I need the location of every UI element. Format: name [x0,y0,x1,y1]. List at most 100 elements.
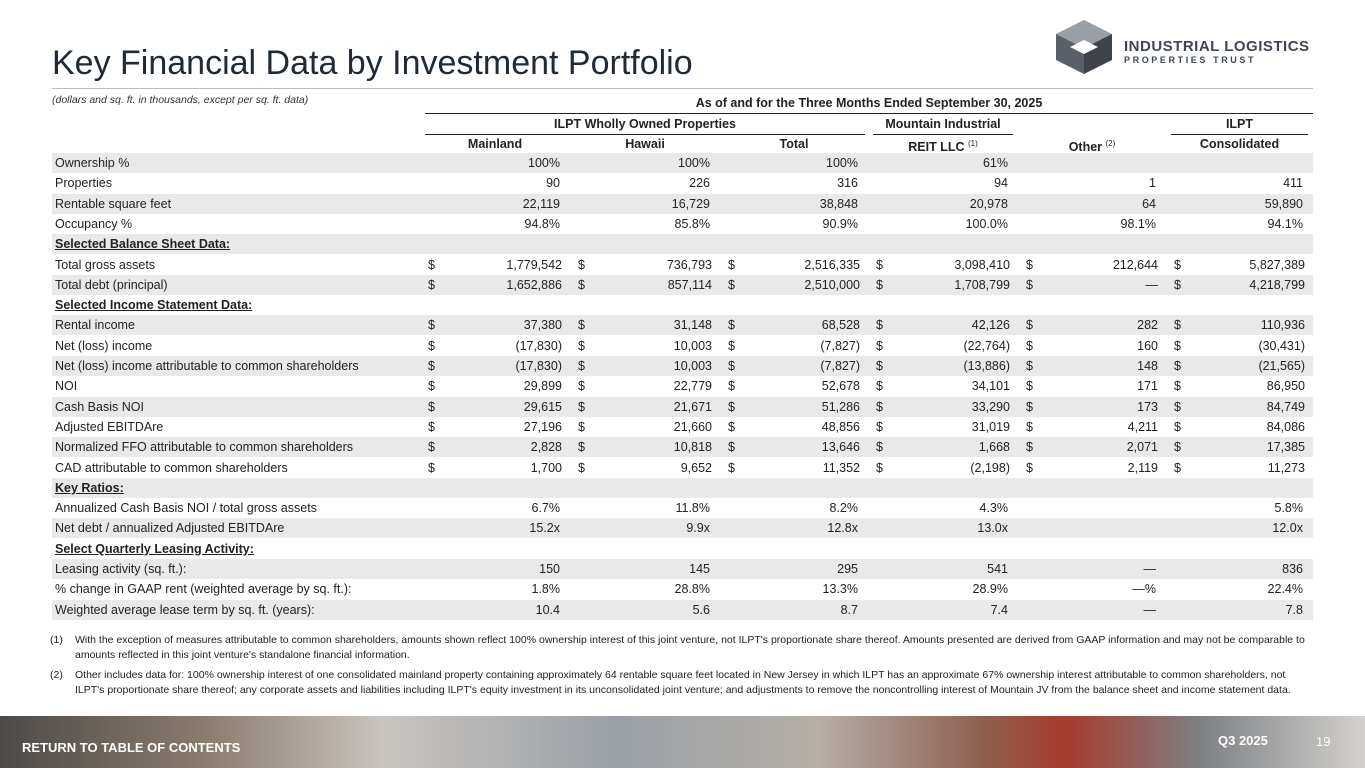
cell-value: 9.9x [686,521,710,536]
period: Q3 2025 [1218,733,1268,748]
currency-sign: $ [1026,440,1033,455]
currency-sign: $ [428,399,435,414]
currency-sign: $ [728,460,735,475]
cell-value: 160 [1137,338,1158,353]
cell-value: —% [1132,582,1156,597]
row-label: % change in GAAP rent (weighted average … [55,582,352,597]
cell-value: 7.8 [1285,602,1303,617]
cell-value: 68,528 [821,318,860,333]
currency-sign: $ [1026,460,1033,475]
column-label: Consolidated [1199,137,1280,151]
currency-sign: $ [876,460,883,475]
cell-value: 31,148 [673,318,712,333]
currency-sign: $ [428,257,435,272]
cell-value: 64 [1142,196,1156,211]
cell-value: 100% [826,156,858,170]
currency-sign: $ [1174,257,1181,272]
row-label: Leasing activity (sq. ft.): [55,562,187,576]
cell-value: 33,290 [971,399,1010,414]
footnote-marker: (1) [50,634,63,646]
cell-value: (13,886) [963,359,1010,373]
row-band [52,193,1313,214]
cell-value: 295 [837,562,858,576]
cell-value: 84,749 [1266,399,1305,414]
cell-value: (7,827) [820,359,860,373]
cell-value: 145 [689,562,710,576]
cell-value: — [1143,562,1157,576]
currency-sign: $ [428,338,435,353]
cell-value: 22,119 [522,196,560,211]
cell-value: 34,101 [971,379,1010,394]
title: Key Financial Data by Investment Portfol… [52,44,693,82]
currency-sign: $ [1174,338,1181,353]
cell-value: 5.6 [692,602,710,617]
group-header: ILPT Wholly Owned Properties [425,114,865,135]
currency-sign: $ [578,277,585,292]
toc-link[interactable]: RETURN TO TABLE OF CONTENTS [22,740,241,755]
cell-value: 29,615 [523,399,562,414]
currency-sign: $ [1026,257,1033,272]
cell-value: 10,818 [673,440,712,455]
cell-value: 94 [994,176,1008,191]
currency-sign: $ [728,359,735,373]
cell-value: 13.3% [822,582,858,597]
currency-sign: $ [728,277,735,292]
currency-sign: $ [1174,277,1181,292]
column-header: Hawaii [575,134,715,155]
cell-value: 4.3% [979,501,1009,516]
cell-value: 90 [546,176,560,191]
column-label: Mainland [467,137,523,151]
row-label: Adjusted EBITDAre [55,419,164,434]
row-band [52,437,1313,458]
cell-value: 90.9% [822,216,858,231]
cell-value: 86,950 [1266,379,1305,394]
cell-value: 1,652,886 [506,277,562,292]
section-header: Select Quarterly Leasing Activity: [55,541,254,556]
row-label: CAD attributable to common shareholders [55,460,288,475]
page-number: 19 [1316,734,1331,749]
rule [52,88,1313,89]
cell-value: 13.0x [977,521,1008,536]
cell-value: 736,793 [666,257,712,272]
cell-value: (17,830) [515,359,562,373]
cell-value: 150 [539,562,560,576]
cell-value: 16,729 [671,196,710,211]
cell-value: 28.8% [674,582,710,597]
currency-sign: $ [1026,277,1033,292]
cell-value: 2,119 [1127,460,1158,475]
column-header-top: Mountain Industrial [873,114,1013,135]
footnote-text: Other includes data for: 100% ownership … [75,669,1291,696]
cell-value: 1,708,799 [954,277,1010,292]
row-band [52,518,1313,539]
cell-value: 541 [987,562,1008,576]
currency-sign: $ [876,359,883,373]
cell-value: 100.0% [965,216,1008,231]
currency-sign: $ [578,318,585,333]
currency-sign: $ [876,440,883,455]
cell-value: (2,198) [970,460,1010,475]
section-header: Selected Balance Sheet Data: [55,237,231,252]
currency-sign: $ [728,257,735,272]
cell-value: — [1143,602,1157,617]
cell-value: 13,646 [821,440,860,455]
currency-sign: $ [1174,359,1181,373]
cell-value: (21,565) [1258,359,1305,373]
currency-sign: $ [876,318,883,333]
cell-value: 8.7 [840,602,858,617]
cell-value: (7,827) [820,338,860,353]
row-label: Net (loss) income [55,338,153,353]
currency-sign: $ [428,379,435,394]
footnote-marker: (2) [50,669,63,681]
cell-value: 10,003 [673,359,712,373]
currency-sign: $ [728,379,735,394]
currency-sign: $ [428,318,435,333]
cell-value: 29,899 [523,379,562,394]
row-band [52,396,1313,417]
footnote-text: With the exception of measures attributa… [75,634,1305,661]
currency-sign: $ [1174,419,1181,434]
cell-value: 316 [837,176,858,191]
cell-value: 37,380 [523,318,562,333]
cell-value: 171 [1137,379,1158,394]
cell-value: 173 [1137,399,1158,414]
